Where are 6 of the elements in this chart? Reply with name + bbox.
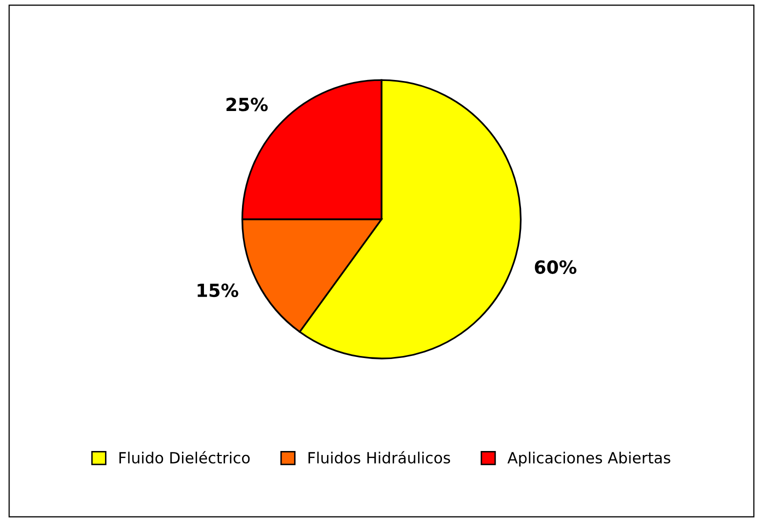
legend-label: Fluidos Hidráulicos: [308, 451, 450, 464]
legend-label: Fluido Dieléctrico: [119, 451, 250, 464]
data-label: 25%: [226, 98, 268, 112]
data-label: 15%: [198, 283, 238, 298]
legend-label: Aplicaciones Abiertas: [507, 452, 670, 466]
data-label: 60%: [534, 260, 576, 274]
